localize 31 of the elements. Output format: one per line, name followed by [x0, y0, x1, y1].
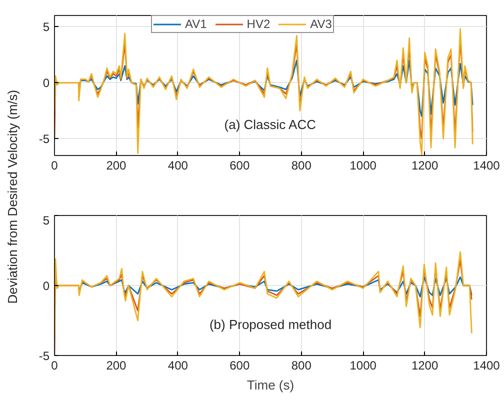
x-tick-label: 1400	[473, 358, 500, 372]
annotation: (a) Classic ACC	[224, 117, 316, 132]
line-series	[54, 28, 474, 156]
x-tick-label: 800	[291, 358, 312, 372]
x-tick-label: 400	[168, 158, 188, 172]
y-axis-title: Deviation from Desired Velocity (m/s)	[5, 90, 20, 304]
x-tick-label: 400	[168, 358, 188, 372]
x-tick-label: 1200	[411, 358, 438, 372]
x-tick-label: 1400	[473, 158, 500, 172]
x-tick-label: 600	[230, 158, 250, 172]
y-tick-label: -5	[38, 349, 50, 363]
x-tick-label: 200	[106, 158, 127, 172]
x-tick-label: 1000	[350, 358, 377, 372]
legend-label: AV1	[185, 17, 207, 31]
x-tick-label: 1200	[411, 158, 438, 172]
y-tick-label: 0	[42, 279, 50, 293]
x-tick-label: 200	[106, 358, 127, 372]
line-series	[78, 60, 474, 117]
x-tick-label: 0	[51, 358, 58, 372]
y-tick-label: -5	[38, 132, 50, 146]
x-tick-label: 0	[51, 158, 58, 172]
x-tick-label: 600	[230, 358, 250, 372]
legend-label: HV2	[246, 17, 270, 31]
y-tick-label: 5	[42, 20, 50, 34]
x-axis-title: Time (s)	[246, 378, 294, 392]
x-tick-label: 800	[291, 158, 312, 172]
annotation: (b) Proposed method	[209, 317, 332, 332]
y-tick-label: 5	[42, 214, 50, 228]
y-tick-label: 0	[42, 76, 50, 90]
x-tick-label: 1000	[350, 158, 377, 172]
legend-label: AV3	[310, 17, 332, 31]
